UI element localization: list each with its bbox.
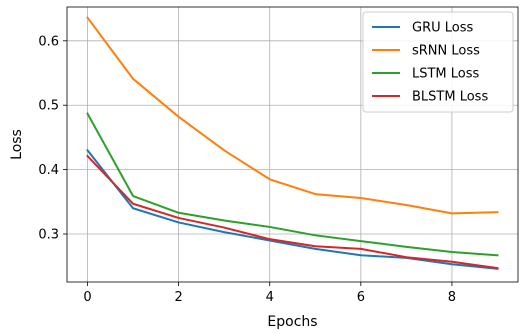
series-lines: [86, 16, 499, 270]
legend: GRU Loss sRNN Loss LSTM Loss BLSTM Loss: [362, 11, 514, 113]
x-axis-label: Epochs: [267, 314, 317, 330]
legend-label: BLSTM Loss: [412, 90, 488, 105]
x-tick-label: 6: [357, 290, 365, 305]
series-line-blstm-loss: [86, 154, 499, 270]
x-tick-label: 4: [266, 290, 274, 305]
y-tick-label: 0.6: [38, 34, 59, 49]
legend-label: GRU Loss: [412, 21, 473, 36]
y-tick-label: 0.5: [38, 99, 59, 114]
x-tick-label: 0: [83, 290, 91, 305]
x-tick-label: 2: [174, 290, 182, 305]
y-tick-label: 0.3: [38, 228, 59, 243]
ticks: 0 2 4 6 8 0.3 0.4 0.5 0.6: [38, 34, 456, 305]
series-line-lstm-loss: [86, 112, 499, 257]
y-axis-label: Loss: [9, 129, 25, 160]
legend-box: [362, 11, 514, 113]
plot-frame: [66, 6, 519, 283]
legend-label: LSTM Loss: [412, 67, 480, 82]
series-line-srnn-loss: [86, 16, 499, 215]
series-line-gru-loss: [86, 148, 499, 270]
x-tick-label: 8: [448, 290, 456, 305]
y-tick-label: 0.4: [38, 163, 59, 178]
legend-label: sRNN Loss: [412, 44, 480, 59]
